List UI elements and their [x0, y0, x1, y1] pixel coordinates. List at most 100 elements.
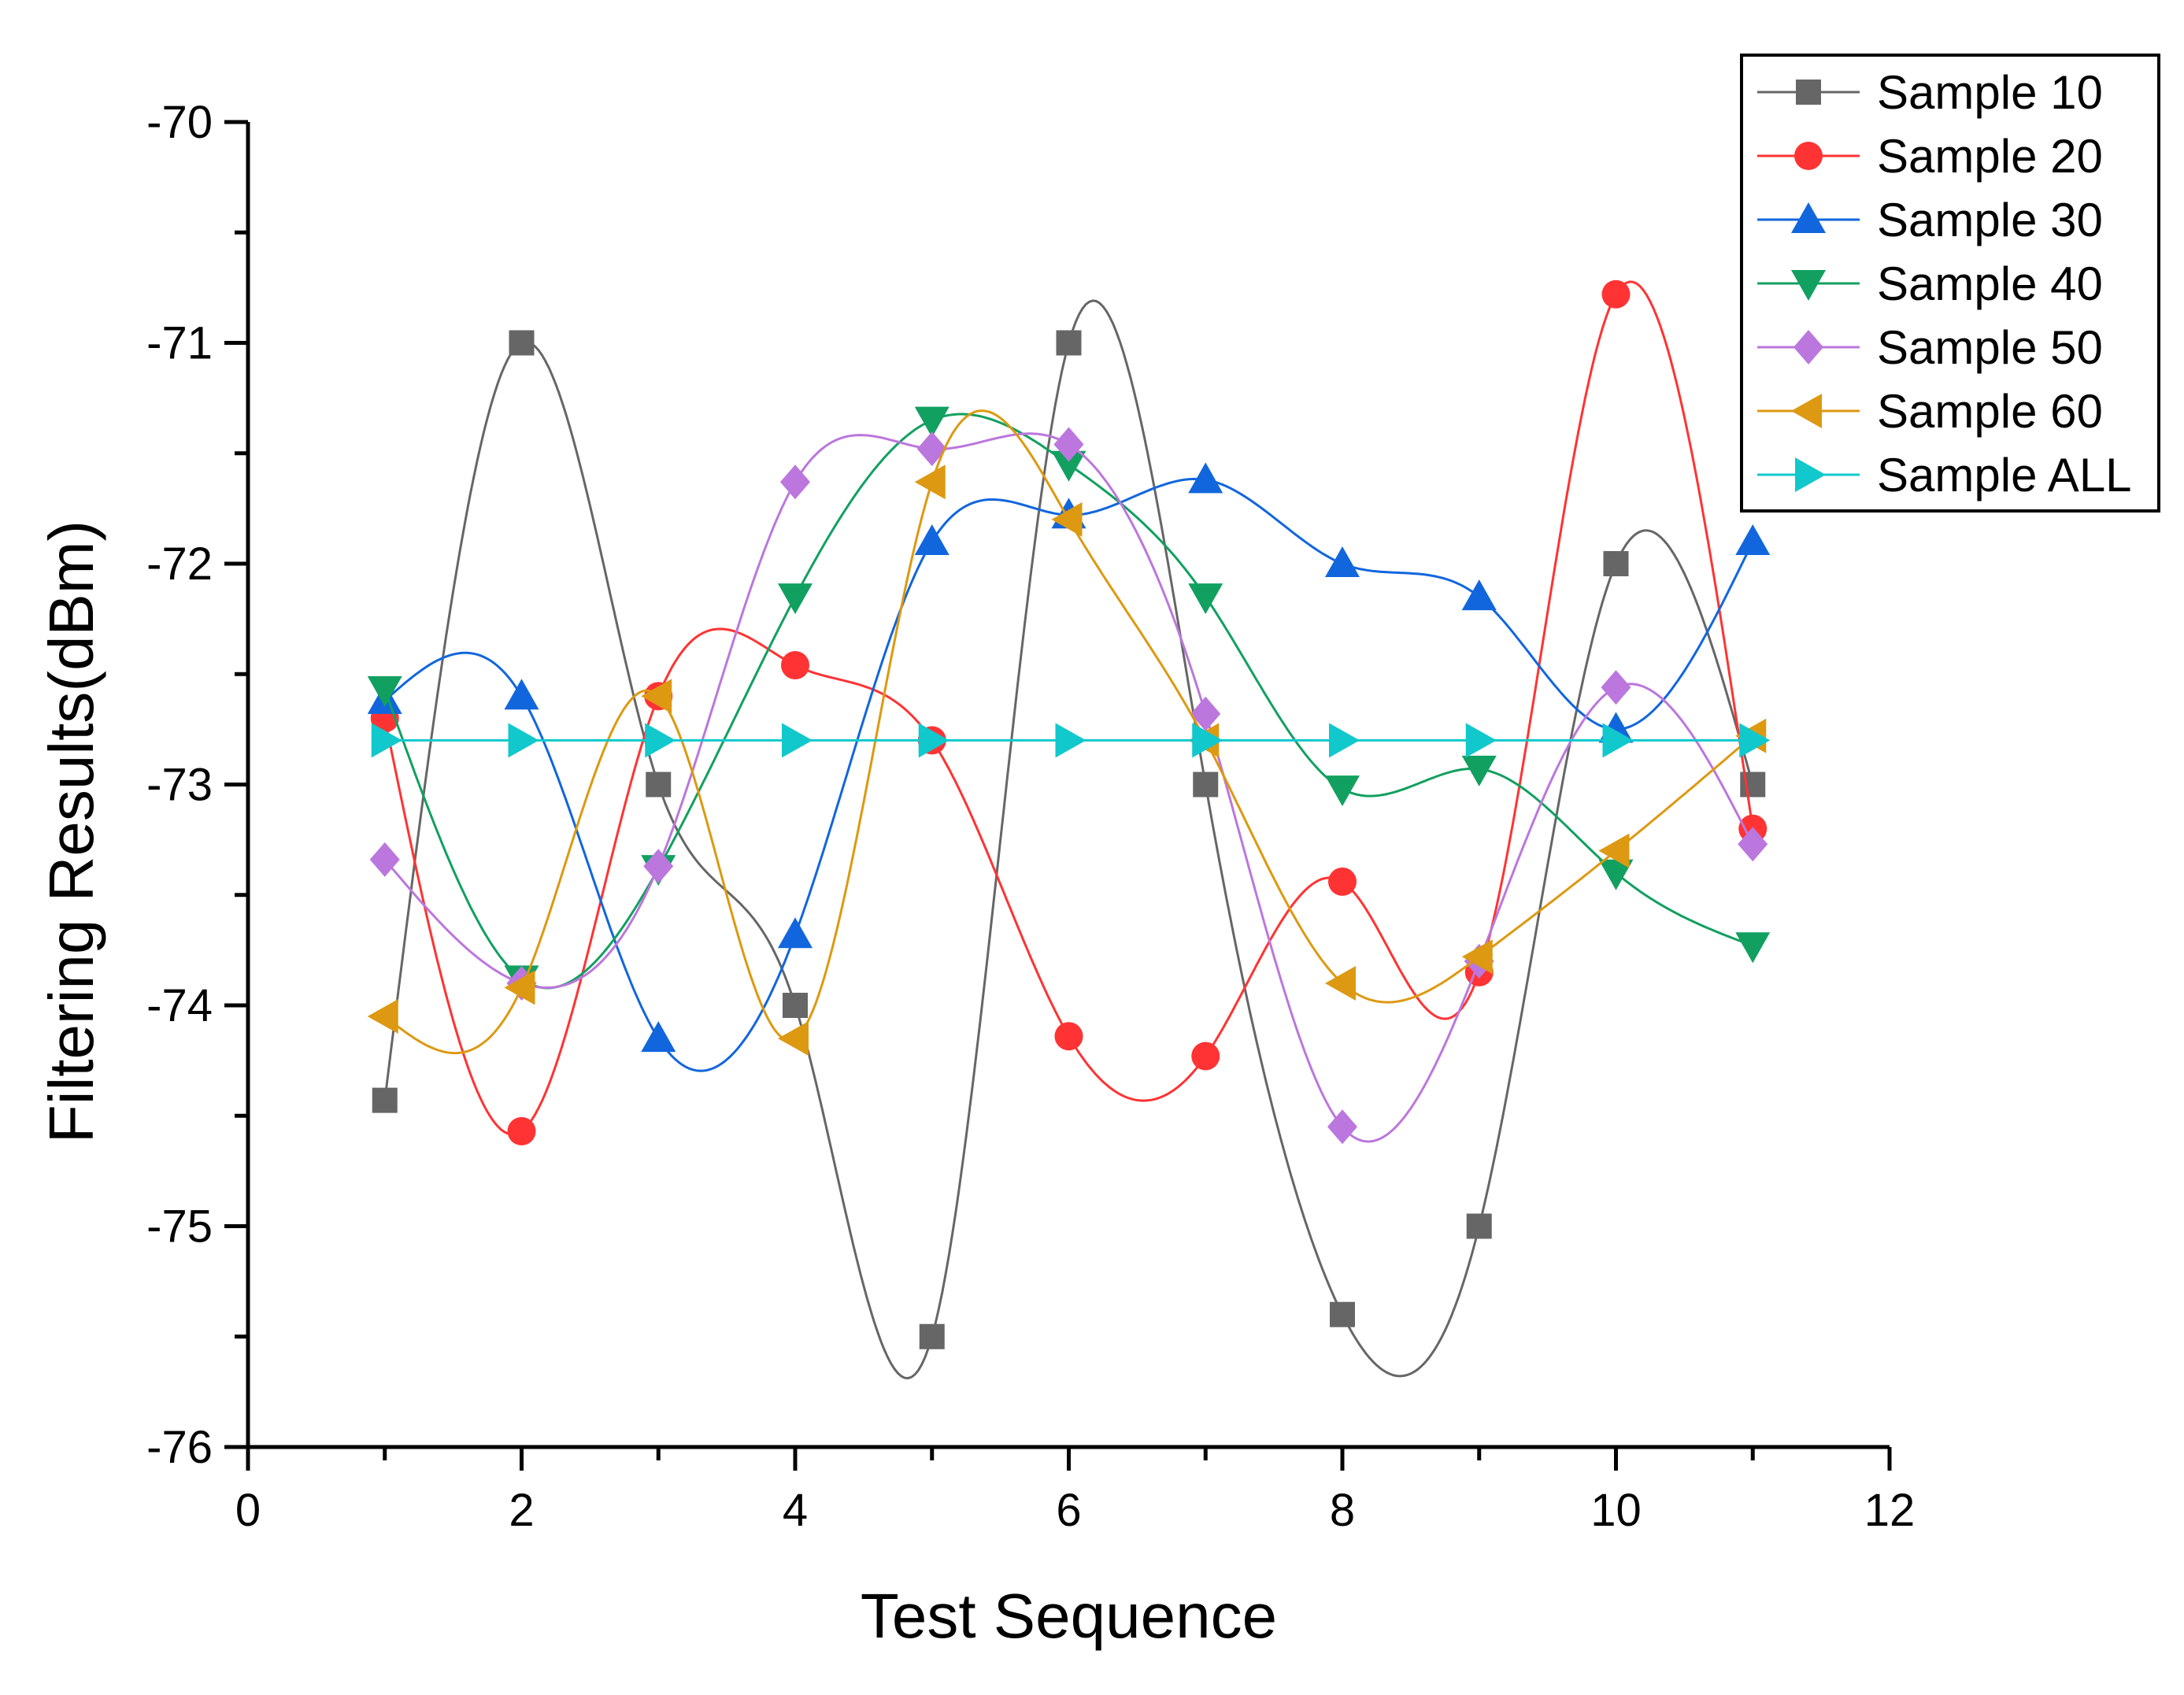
- data-point: [507, 1116, 536, 1145]
- data-point: [508, 723, 539, 758]
- legend-item: Sample ALL: [1757, 449, 2132, 501]
- data-point: [1461, 579, 1497, 611]
- data-point: [1739, 723, 1771, 758]
- data-point: [504, 970, 535, 1005]
- data-point: [641, 679, 672, 714]
- data-point: [1602, 723, 1634, 758]
- y-axis-title: Filtering Results(dBm): [36, 520, 106, 1143]
- legend-item: Sample 20: [1757, 130, 2103, 183]
- series: [367, 279, 1771, 1380]
- legend-label: Sample 30: [1877, 194, 2103, 246]
- legend-item: Sample 10: [1757, 66, 2103, 119]
- data-point: [1738, 827, 1768, 862]
- data-point: [1188, 462, 1223, 494]
- data-point: [918, 723, 949, 758]
- data-point: [1603, 551, 1629, 576]
- data-point: [914, 464, 946, 500]
- legend-marker: [1791, 394, 1822, 428]
- data-point: [782, 723, 813, 758]
- legend-item: Sample 40: [1757, 257, 2103, 310]
- series-line: [383, 477, 1754, 1072]
- data-point: [367, 999, 398, 1034]
- data-point: [1328, 867, 1357, 896]
- y-tick-label: -74: [146, 980, 213, 1031]
- data-point: [1330, 1301, 1355, 1327]
- y-tick-label: -76: [146, 1422, 213, 1473]
- data-point: [1735, 932, 1771, 964]
- legend-label: Sample 40: [1877, 257, 2103, 310]
- y-tick-label: -71: [146, 318, 213, 369]
- data-point: [1055, 723, 1086, 758]
- data-point: [783, 993, 808, 1018]
- data-point: [1735, 524, 1771, 555]
- legend-label: Sample 10: [1877, 66, 2103, 119]
- legend-marker: [1791, 202, 1826, 233]
- data-point: [646, 772, 672, 798]
- data-point: [645, 723, 676, 758]
- data-point: [1056, 330, 1082, 356]
- legend-marker: [1791, 270, 1826, 301]
- data-point: [781, 651, 809, 680]
- data-point: [509, 330, 535, 356]
- data-point: [369, 842, 400, 877]
- data-point: [1188, 583, 1223, 615]
- data-point: [919, 1323, 945, 1349]
- legend-item: Sample 50: [1757, 321, 2103, 374]
- data-point: [778, 583, 813, 615]
- legend-label: Sample ALL: [1877, 449, 2132, 501]
- x-tick-label: 8: [1330, 1485, 1355, 1536]
- data-point: [916, 431, 947, 467]
- y-tick-label: -72: [146, 538, 213, 590]
- legend-label: Sample 60: [1877, 385, 2103, 438]
- legend-item: Sample 30: [1757, 194, 2103, 246]
- legend-item: Sample 60: [1757, 385, 2103, 438]
- legend-marker: [1796, 80, 1821, 105]
- data-point: [1465, 723, 1497, 758]
- data-point: [1325, 965, 1356, 1001]
- x-axis-title: Test Sequence: [861, 1581, 1277, 1651]
- data-point: [1601, 670, 1631, 705]
- x-tick-label: 0: [235, 1485, 261, 1536]
- data-point: [367, 675, 402, 707]
- series-sample-20: [370, 279, 1768, 1145]
- data-point: [1598, 859, 1634, 890]
- data-point: [1325, 775, 1360, 807]
- series-sample-10: [372, 299, 1766, 1380]
- legend-label: Sample 20: [1877, 130, 2103, 183]
- legend-marker: [1793, 330, 1823, 365]
- data-point: [914, 406, 949, 438]
- data-point: [1329, 723, 1360, 758]
- data-point: [372, 1087, 398, 1113]
- x-tick-label: 10: [1590, 1485, 1642, 1536]
- axes: [246, 122, 1890, 1449]
- data-point: [504, 679, 539, 710]
- x-tick-label: 12: [1864, 1485, 1916, 1536]
- data-point: [1466, 1213, 1492, 1239]
- data-point: [1193, 772, 1219, 798]
- data-point: [1598, 833, 1630, 868]
- data-point: [1325, 546, 1360, 577]
- data-point: [1054, 1022, 1083, 1051]
- ticks: 0 2 4 6 8 10 12 -76 -75 -74 -73 -72 -71 -70: [146, 97, 1915, 1536]
- data-point: [371, 723, 402, 758]
- data-point: [1461, 939, 1493, 975]
- series-line: [383, 280, 1754, 1136]
- legend: Sample 10 Sample 20 Sample 30 Sample 40 Samp…: [1740, 54, 2160, 513]
- data-point: [914, 524, 949, 555]
- data-point: [780, 464, 810, 500]
- data-point: [1601, 279, 1631, 309]
- x-tick-label: 6: [1056, 1485, 1081, 1536]
- data-point: [1192, 723, 1223, 758]
- legend-marker: [1794, 142, 1823, 170]
- data-point: [778, 917, 813, 949]
- data-point: [1461, 755, 1497, 786]
- y-tick-label: -75: [146, 1201, 213, 1253]
- data-point: [1053, 427, 1084, 462]
- data-point: [778, 1021, 809, 1057]
- legend-marker: [1795, 457, 1826, 492]
- y-tick-label: -70: [146, 97, 213, 148]
- data-point: [641, 1021, 676, 1053]
- data-point: [1190, 696, 1221, 731]
